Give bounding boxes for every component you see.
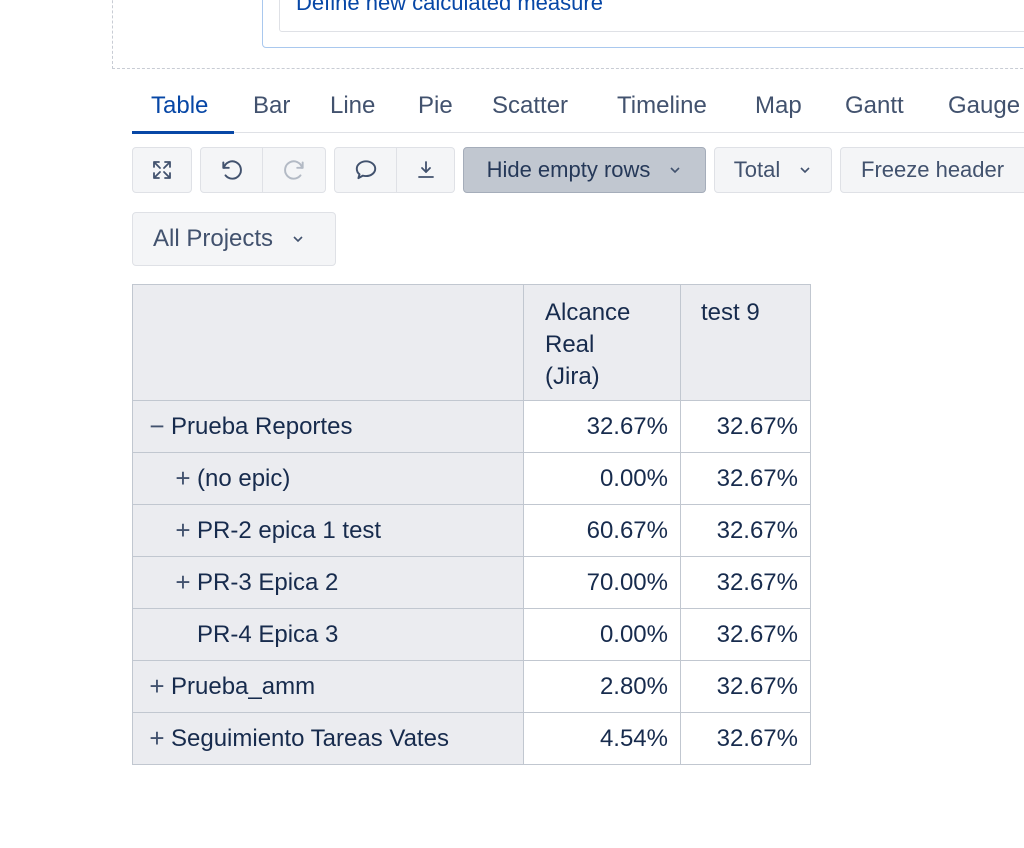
table-row: + PR-3 Epica 2 70.00% 32.67% bbox=[132, 556, 811, 609]
row-label-cell: + Prueba_amm bbox=[132, 660, 524, 713]
download-icon bbox=[417, 161, 434, 178]
value-cell: 32.67% bbox=[680, 452, 811, 505]
value-cell: 32.67% bbox=[680, 400, 811, 453]
value-cell: 0.00% bbox=[523, 608, 681, 661]
expand-icon[interactable]: + bbox=[149, 723, 165, 753]
value-cell: 32.67% bbox=[680, 556, 811, 609]
column-header-line: (Jira) bbox=[545, 363, 600, 390]
value-cell: 32.67% bbox=[680, 608, 811, 661]
row-header-corner bbox=[132, 284, 524, 401]
export-button[interactable] bbox=[397, 147, 455, 193]
chevron-down-icon bbox=[800, 167, 810, 174]
value-cell: 32.67% bbox=[680, 660, 811, 713]
value-cell: 60.67% bbox=[523, 504, 681, 557]
tab-table[interactable]: Table bbox=[151, 92, 209, 119]
row-label[interactable]: PR-4 Epica 3 bbox=[197, 620, 339, 648]
projects-dropdown-label: All Projects bbox=[153, 225, 274, 252]
redo-button[interactable] bbox=[263, 147, 326, 193]
row-label-cell: + (no epic) bbox=[132, 452, 524, 505]
tab-pie[interactable]: Pie bbox=[418, 92, 453, 119]
column-header-line: Real bbox=[545, 331, 595, 358]
fullscreen-button[interactable] bbox=[132, 147, 192, 193]
tab-gantt[interactable]: Gantt bbox=[845, 92, 904, 119]
measure-input-box[interactable] bbox=[279, 0, 1024, 32]
freeze-header-button[interactable]: Freeze header bbox=[840, 147, 1024, 193]
freeze-header-label: Freeze header bbox=[861, 157, 1005, 182]
column-header-test-9[interactable]: test 9 bbox=[680, 284, 811, 401]
table-row: + Prueba_amm 2.80% 32.67% bbox=[132, 660, 811, 713]
define-calculated-measure-link[interactable]: Define new calculated measure bbox=[296, 0, 603, 15]
row-label-cell: + PR-3 Epica 2 bbox=[132, 556, 524, 609]
undo-button[interactable] bbox=[200, 147, 263, 193]
chevron-down-icon bbox=[293, 236, 303, 243]
row-label[interactable]: PR-3 Epica 2 bbox=[197, 568, 339, 596]
expand-icon bbox=[153, 161, 171, 179]
total-label: Total bbox=[733, 157, 781, 182]
table-row: + PR-2 epica 1 test 60.67% 32.67% bbox=[132, 504, 811, 557]
value-cell: 70.00% bbox=[523, 556, 681, 609]
value-cell: 0.00% bbox=[523, 452, 681, 505]
table-row: + Seguimiento Tareas Vates 4.54% 32.67% bbox=[132, 712, 811, 765]
tab-bar[interactable]: Bar bbox=[253, 92, 291, 119]
value-cell: 2.80% bbox=[523, 660, 681, 713]
value-cell: 32.67% bbox=[523, 400, 681, 453]
chevron-down-icon bbox=[670, 167, 680, 174]
expand-icon[interactable]: + bbox=[175, 567, 191, 597]
row-label-cell: + PR-2 epica 1 test bbox=[132, 504, 524, 557]
row-label[interactable]: PR-2 epica 1 test bbox=[197, 516, 382, 544]
expand-icon[interactable]: + bbox=[149, 671, 165, 701]
row-label-cell: + Seguimiento Tareas Vates bbox=[132, 712, 524, 765]
row-label[interactable]: Prueba Reportes bbox=[171, 412, 353, 440]
undo-icon bbox=[221, 160, 242, 180]
comment-button[interactable] bbox=[334, 147, 397, 193]
active-tab-indicator bbox=[132, 131, 234, 134]
tabs-divider bbox=[132, 132, 1024, 133]
tab-map[interactable]: Map bbox=[755, 92, 802, 119]
comment-icon bbox=[355, 160, 376, 180]
value-cell: 4.54% bbox=[523, 712, 681, 765]
tab-timeline[interactable]: Timeline bbox=[617, 92, 707, 119]
report-table: Alcance Real (Jira) test 9 − Prueba Repo… bbox=[132, 284, 811, 765]
projects-dropdown[interactable]: All Projects bbox=[132, 212, 336, 266]
total-dropdown[interactable]: Total bbox=[714, 147, 832, 193]
hide-empty-rows-label: Hide empty rows bbox=[486, 157, 651, 182]
table-row: + (no epic) 0.00% 32.67% bbox=[132, 452, 811, 505]
hide-empty-rows-dropdown[interactable]: Hide empty rows bbox=[463, 147, 706, 193]
value-cell: 32.67% bbox=[680, 712, 811, 765]
table-header-row: Alcance Real (Jira) test 9 bbox=[132, 284, 811, 401]
tab-line[interactable]: Line bbox=[330, 92, 376, 119]
table-row: − Prueba Reportes 32.67% 32.67% bbox=[132, 400, 811, 453]
table-row: PR-4 Epica 3 0.00% 32.67% bbox=[132, 608, 811, 661]
row-label[interactable]: Seguimiento Tareas Vates bbox=[171, 724, 449, 752]
row-label[interactable]: (no epic) bbox=[197, 464, 291, 492]
value-cell: 32.67% bbox=[680, 504, 811, 557]
row-label-cell: − Prueba Reportes bbox=[132, 400, 524, 453]
row-label-cell: PR-4 Epica 3 bbox=[132, 608, 524, 661]
measure-drop-zone bbox=[112, 0, 1024, 69]
column-header-alcance-real[interactable]: Alcance Real (Jira) bbox=[523, 284, 681, 401]
row-label[interactable]: Prueba_amm bbox=[171, 672, 316, 700]
redo-icon bbox=[284, 160, 304, 180]
expand-icon[interactable]: + bbox=[175, 515, 191, 545]
expand-icon[interactable]: + bbox=[175, 463, 191, 493]
tab-scatter[interactable]: Scatter bbox=[492, 92, 569, 119]
collapse-icon[interactable]: − bbox=[149, 411, 165, 441]
column-header-line: test 9 bbox=[701, 299, 760, 326]
column-header-line: Alcance bbox=[545, 299, 631, 326]
tab-gauge[interactable]: Gauge bbox=[948, 92, 1021, 119]
